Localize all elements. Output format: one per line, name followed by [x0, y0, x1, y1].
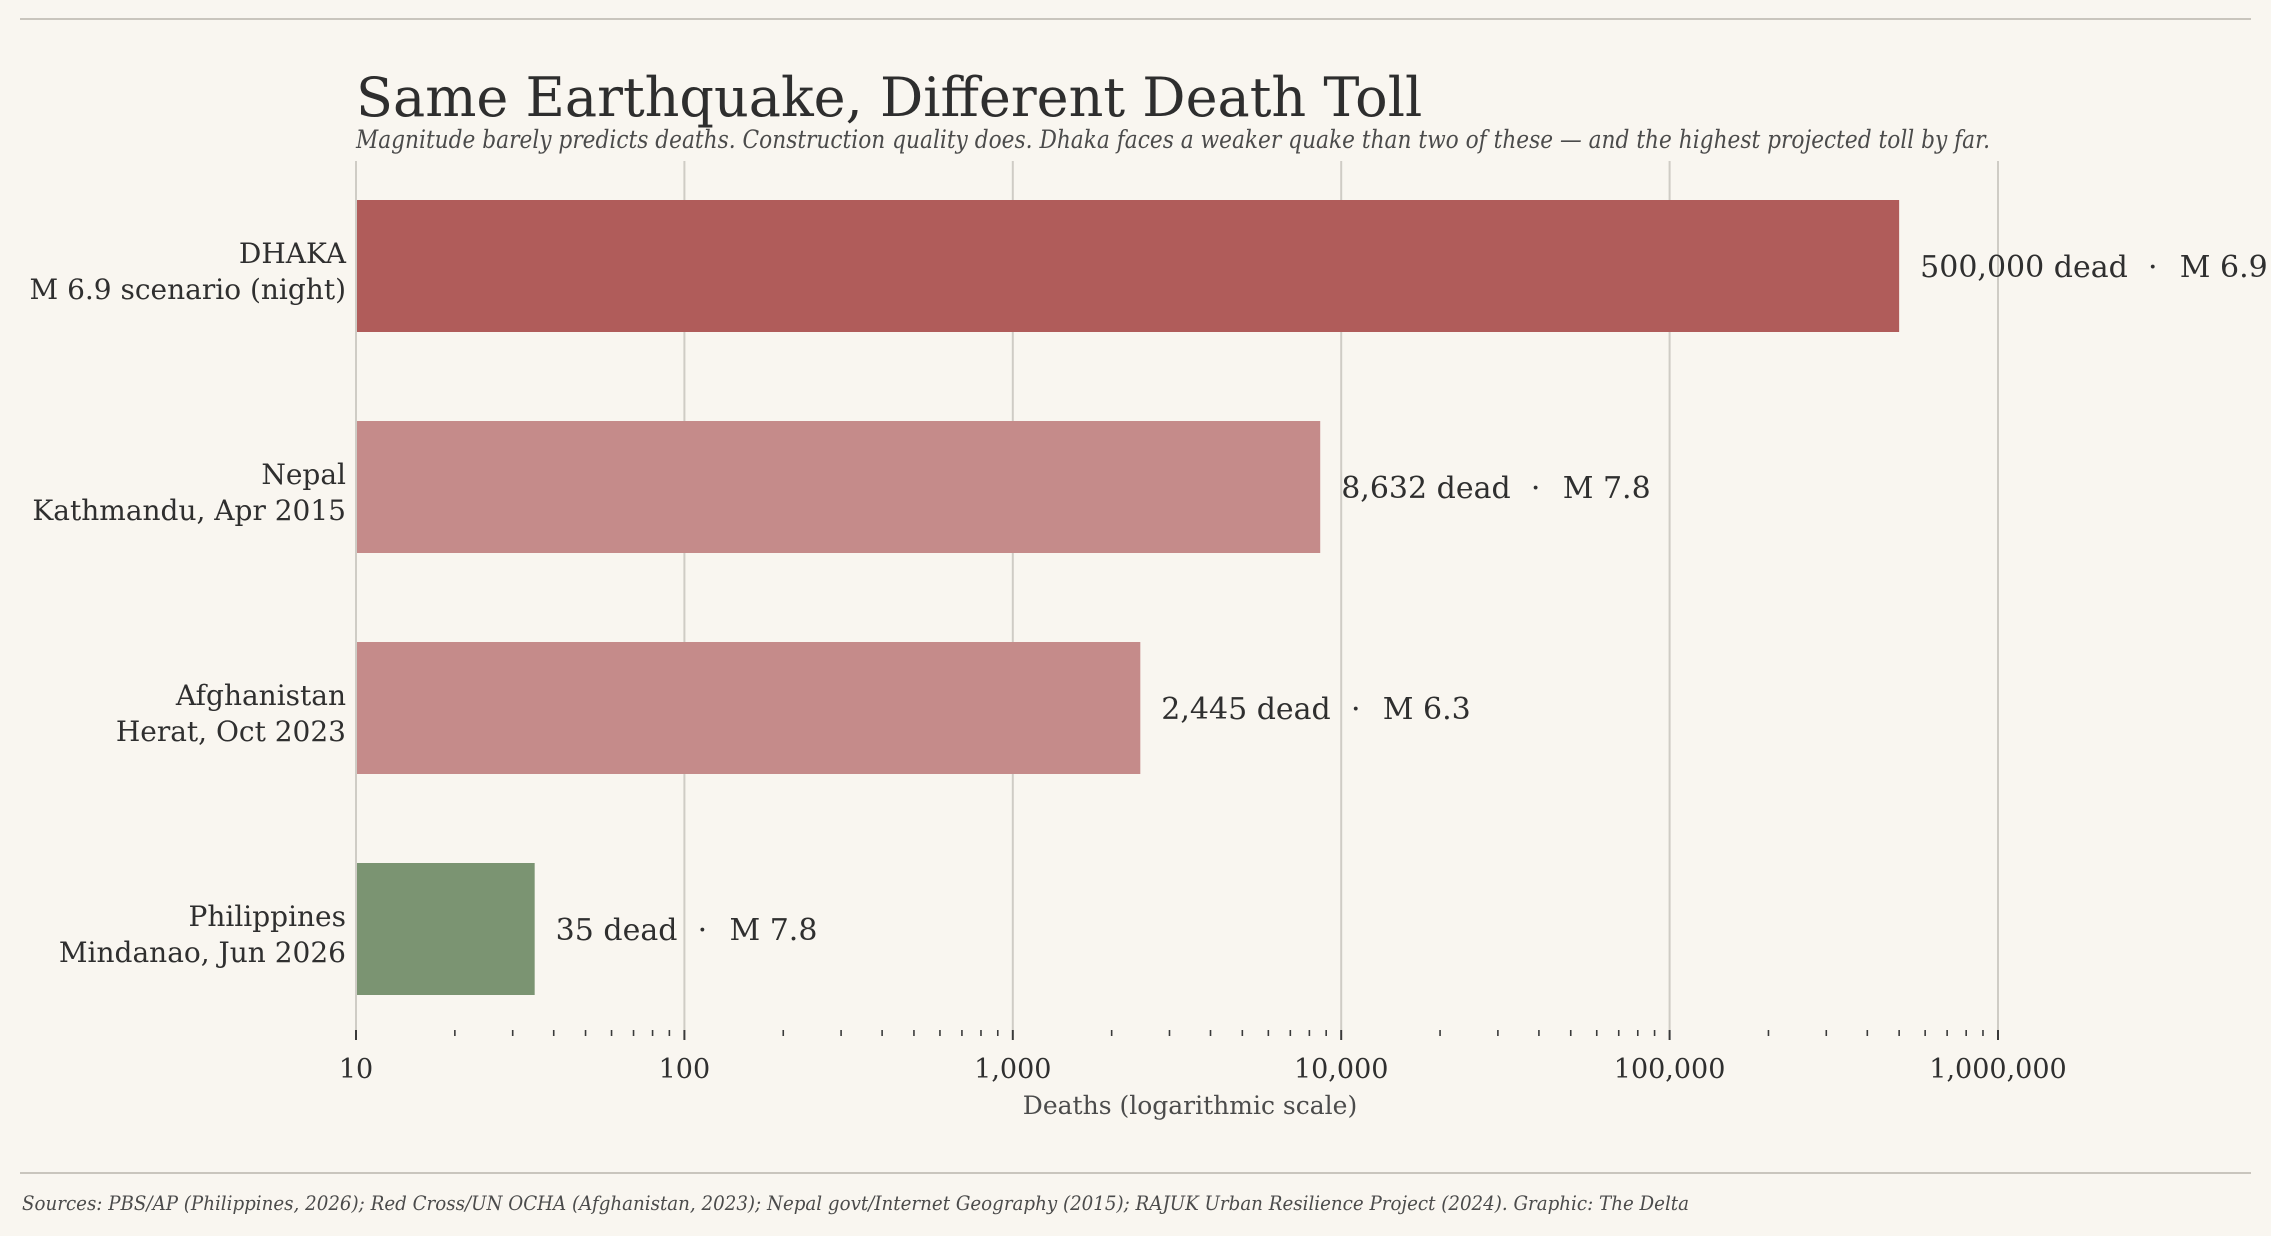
x-tick-label: 10,000: [1294, 1054, 1388, 1085]
data-label: 500,000 dead: [1920, 250, 2128, 285]
label-separator: ·: [1351, 692, 1361, 727]
x-tick-label: 1,000: [974, 1054, 1051, 1085]
bar: [356, 642, 1141, 774]
category-sublabel: Kathmandu, Apr 2015: [32, 494, 346, 527]
x-tick-label: 1,000,000: [1929, 1054, 2066, 1085]
x-tick-label: 100: [659, 1054, 711, 1085]
data-label: 2,445 dead: [1161, 692, 1330, 727]
label-separator: ·: [698, 913, 708, 948]
bar: [356, 863, 535, 995]
category-sublabel: Herat, Oct 2023: [116, 715, 346, 748]
category-label: Afghanistan: [175, 679, 346, 712]
label-separator: ·: [1531, 471, 1541, 506]
category-label: Nepal: [261, 458, 346, 491]
x-tick-label: 100,000: [1614, 1054, 1726, 1085]
category-sublabel: Mindanao, Jun 2026: [59, 936, 346, 969]
source-note: Sources: PBS/AP (Philippines, 2026); Red…: [22, 1191, 1689, 1215]
category-sublabel: M 6.9 scenario (night): [30, 273, 347, 306]
category-label: Philippines: [188, 900, 346, 933]
magnitude-label: M 7.8: [729, 913, 817, 948]
magnitude-label: M 6.3: [1383, 692, 1471, 727]
chart-subtitle: Magnitude barely predicts deaths. Constr…: [355, 125, 1990, 154]
x-axis-title: Deaths (logarithmic scale): [1023, 1091, 1357, 1120]
bar: [356, 421, 1321, 553]
x-axis: 10 100 1,000 10,000 100,000 1,000,000: [339, 161, 2067, 1085]
label-separator: ·: [2148, 250, 2158, 285]
bar: [356, 200, 1900, 332]
data-label: 35 dead: [556, 913, 678, 948]
magnitude-label: M 6.9: [2180, 250, 2268, 285]
magnitude-label: M 7.8: [1563, 471, 1651, 506]
category-label: DHAKA: [239, 237, 347, 270]
data-label: 8,632 dead: [1341, 471, 1510, 506]
chart-title: Same Earthquake, Different Death Toll: [356, 66, 1422, 129]
x-tick-label: 10: [339, 1054, 373, 1085]
